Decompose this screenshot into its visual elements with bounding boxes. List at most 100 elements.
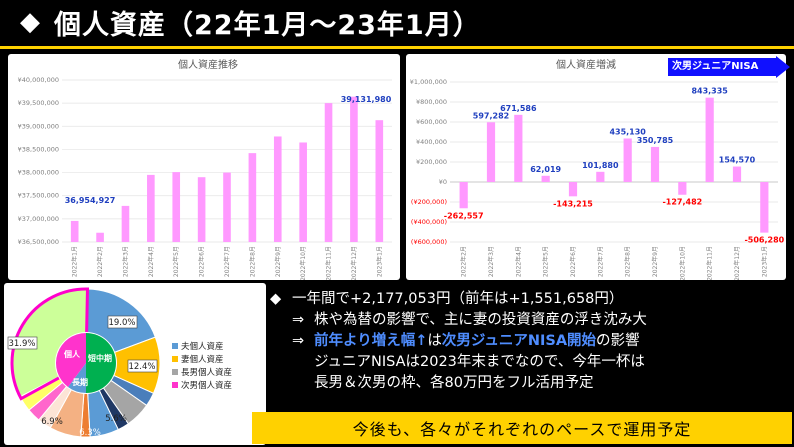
pie-slice-label: 12.4% — [128, 362, 155, 372]
bar — [96, 232, 104, 242]
highlight-text: 前年より増え幅↑ — [314, 333, 428, 349]
x-tick-label: 2022年6月 — [569, 246, 577, 277]
pie-slice-label: 31.9% — [8, 339, 35, 349]
pie-slice-label: 19.0% — [108, 318, 135, 328]
pie-slice-label: 5.6% — [105, 414, 127, 424]
y-tick-label: ¥39,500,000 — [18, 99, 59, 107]
data-label: 154,570 — [719, 156, 756, 165]
bar — [147, 174, 155, 242]
bar — [568, 182, 578, 197]
pie-slice-label: 6.3% — [79, 428, 101, 438]
x-tick-label: 2022年1月 — [71, 246, 79, 277]
data-label: 843,335 — [691, 87, 728, 96]
y-tick-label: ¥40,000,000 — [18, 76, 59, 84]
data-label: 101,880 — [582, 161, 619, 170]
pie-label-box — [7, 336, 38, 350]
data-label: 350,785 — [637, 136, 674, 145]
x-tick-label: 2022年8月 — [624, 246, 632, 277]
diamond-bullet-icon: ◆ — [270, 291, 282, 307]
nisa-arrow-label: 次男ジュニアNISA — [672, 61, 759, 72]
x-tick-label: 2022年3月 — [487, 246, 495, 277]
bar — [705, 97, 714, 182]
x-tick-label: 2022年9月 — [651, 246, 659, 277]
data-label: 671,586 — [500, 104, 537, 113]
data-label: -127,482 — [662, 198, 702, 207]
x-tick-label: 2022年6月 — [198, 246, 206, 277]
note-text: は — [427, 333, 442, 349]
x-tick-label: 2022年5月 — [542, 246, 550, 277]
x-tick-label: 2022年2月 — [460, 246, 468, 277]
x-tick-label: 2022年7月 — [223, 246, 231, 277]
diamond-icon: ◆ — [20, 7, 40, 37]
bar — [172, 172, 181, 242]
asset-trend-svg: 個人資産推移 ¥36,500,000 ¥37,000,000 ¥37,500,000 ¥… — [18, 58, 392, 280]
note-text: 一年間で+2,177,053円（前年は+1,551,658円） — [292, 291, 624, 307]
x-tick-label: 2023年1月 — [760, 246, 768, 277]
x-tick-label: 2022年10月 — [678, 246, 686, 280]
note-text: 長男＆次男の枠、各80万円をフル活用予定 — [314, 375, 594, 391]
legend-label: 長男個人資産 — [181, 367, 233, 378]
asset-trend-chart: 個人資産推移 ¥36,500,000 ¥37,000,000 ¥37,500,000 ¥… — [8, 54, 400, 280]
bar — [375, 120, 384, 242]
legend-item: 妻個人資産 — [172, 352, 232, 365]
y-tick-label: ¥38,500,000 — [18, 145, 59, 153]
x-tick-label: 2022年4月 — [147, 246, 155, 277]
pie-inner-label: 長期 — [72, 377, 88, 387]
bar — [459, 182, 468, 209]
y-tick-label: ¥36,500,000 — [18, 238, 59, 246]
x-tick-label: 2022年2月 — [96, 246, 104, 277]
bar — [248, 153, 257, 242]
legend-label: 妻個人資産 — [181, 354, 224, 365]
x-tick-label: 2022年5月 — [172, 246, 180, 277]
arrow-bullet-icon: ⇒ — [292, 333, 305, 349]
bar — [760, 182, 769, 233]
pie-slice — [84, 336, 161, 394]
data-label: -506,280 — [744, 236, 784, 245]
bar — [223, 172, 231, 242]
x-tick-label: 2022年12月 — [733, 246, 741, 280]
y-tick-label: ¥1,000,000 — [410, 78, 447, 86]
x-tick-label: 2022年11月 — [325, 246, 333, 280]
pie-label-box — [107, 315, 138, 329]
bar — [299, 142, 307, 242]
note-text: 株や為替の影響で、主に妻の投資資産の浮き沈み大 — [314, 312, 647, 328]
bar — [324, 103, 333, 242]
y-tick-label: ¥600,000 — [416, 118, 447, 126]
legend-swatch — [172, 368, 178, 375]
x-tick-label: 2022年9月 — [274, 246, 282, 277]
x-tick-label: 2022年11月 — [706, 246, 714, 280]
bar — [623, 138, 632, 182]
note-text: ジュニアNISAは2023年末までなので、今年一杯は — [314, 354, 645, 370]
asset-composition-pie: 個人 短中期 長期 19.0% 12.4% 5.6% 6.3% 6.9% 31.9% 夫個人資産… — [4, 283, 266, 445]
bar — [70, 220, 79, 242]
bottom-banner: 今後も、各々がそれぞれのペースで運用予定 — [252, 412, 792, 444]
pie-inner-label: 個人 — [63, 349, 81, 359]
bar — [596, 171, 605, 182]
y-tick-label: ¥800,000 — [416, 98, 447, 106]
bar — [678, 182, 687, 195]
legend-label: 夫個人資産 — [181, 341, 224, 352]
x-tick-label: 2022年8月 — [248, 246, 256, 277]
y-tick-label: (¥400,000) — [411, 218, 447, 226]
pie-inner-long-term — [68, 363, 86, 393]
y-tick-label: ¥39,000,000 — [18, 122, 59, 130]
pie-legend: 夫個人資産 妻個人資産 長男個人資産 次男個人資産 — [172, 339, 232, 391]
y-tick-label: ¥200,000 — [416, 158, 447, 166]
legend-item: 長男個人資産 — [172, 365, 232, 378]
pie-inner-label: 短中期 — [88, 353, 112, 363]
y-tick-label: ¥37,000,000 — [18, 215, 59, 223]
x-tick-label: 2022年10月 — [299, 246, 307, 280]
arrow-bullet-icon: ⇒ — [292, 312, 305, 328]
data-label: 597,282 — [473, 111, 509, 120]
note-line-4: ジュニアNISAは2023年末までなので、今年一杯は — [270, 352, 790, 373]
page-title: 個人資産（22年1月～23年1月） — [54, 9, 481, 41]
bar — [541, 175, 550, 182]
y-tick-label: (¥200,000) — [411, 198, 447, 206]
legend-swatch — [172, 381, 178, 388]
bar — [514, 114, 523, 182]
chart-title: 個人資産増減 — [556, 58, 616, 71]
y-tick-label: (¥600,000) — [411, 238, 447, 246]
note-line-3: ⇒ 前年より増え幅↑は次男ジュニアNISA開始の影響 — [270, 331, 790, 352]
bar — [650, 146, 660, 182]
